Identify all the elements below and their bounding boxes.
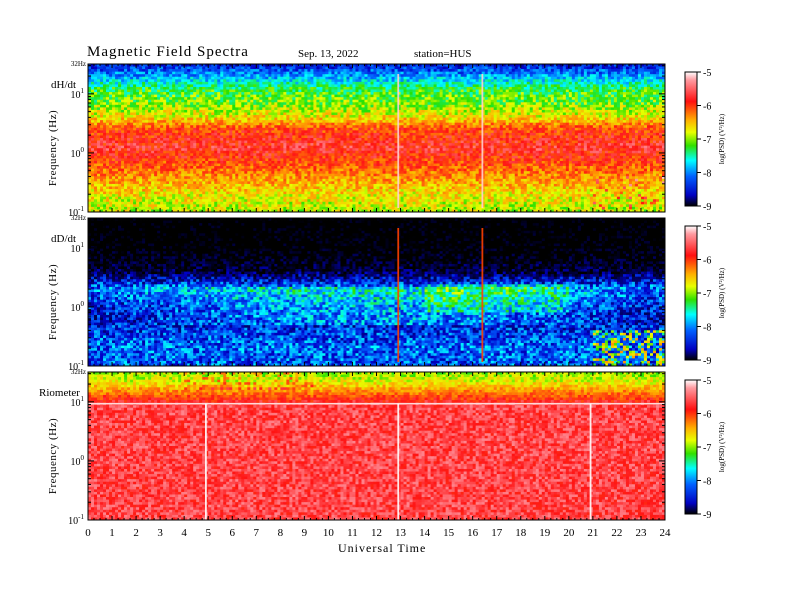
x-tick-labels: 0 1 2 3 4 5 6 7 8 9 10 11 12 13 14 15 16 17 18 19 20 21 22 23 24 — [85, 527, 671, 539]
x-tick-label: 16 — [467, 527, 479, 539]
x-tick-label: 24 — [660, 527, 672, 539]
y-axis-label: Frequency (Hz) — [47, 110, 59, 186]
x-tick-label: 18 — [515, 527, 527, 539]
y-tick-label: 100 — [71, 300, 85, 314]
spike-line — [397, 228, 399, 362]
heatmap-cells — [88, 218, 665, 366]
colorbar-label: log(PSD) (V²/Hz) — [718, 421, 726, 472]
spike-line — [397, 74, 399, 208]
colorbar-label: log(PSD) (V²/Hz) — [718, 113, 726, 164]
x-tick-label: 7 — [254, 527, 260, 539]
x-tick-label: 5 — [205, 527, 211, 539]
top-frequency-label: 32Hz — [71, 368, 86, 376]
x-tick-label: 11 — [347, 527, 358, 539]
panel-label: Riometer — [39, 387, 80, 399]
colorbar-tick-label: -5 — [703, 222, 711, 233]
y-tick-label: 10-1 — [68, 513, 84, 527]
colorbar — [685, 72, 697, 206]
x-tick-label: 14 — [419, 527, 431, 539]
colorbar-label: log(PSD) (V²/Hz) — [718, 267, 726, 318]
x-tick-label: 17 — [491, 527, 503, 539]
spike-line — [590, 404, 592, 520]
x-tick-label: 23 — [635, 527, 647, 539]
colorbar-tick-label: -5 — [703, 376, 711, 387]
x-tick-label: 0 — [85, 527, 91, 539]
colorbar-tick-label: -8 — [703, 323, 711, 334]
x-tick-label: 3 — [157, 527, 163, 539]
colorbar-tick-label: -7 — [703, 135, 711, 146]
colorbar-tick-label: -6 — [703, 410, 711, 421]
panel-label: dD/dt — [51, 233, 76, 245]
y-axis-label: Frequency (Hz) — [47, 418, 59, 494]
spike-line — [205, 404, 207, 520]
colorbar-tick-label: -9 — [703, 356, 711, 367]
spike-line — [481, 228, 483, 362]
spike-line — [481, 74, 483, 208]
colorbar-tick-label: -5 — [703, 68, 711, 79]
y-axis-label: Frequency (Hz) — [47, 264, 59, 340]
colorbar-tick-label: -7 — [703, 443, 711, 454]
x-tick-label: 19 — [539, 527, 551, 539]
x-tick-label: 9 — [302, 527, 308, 539]
heatmap-cells — [88, 64, 665, 212]
spike-line — [397, 404, 399, 520]
x-tick-label: 2 — [133, 527, 139, 539]
colorbar-tick-label: -9 — [703, 510, 711, 521]
y-tick-label: 100 — [71, 454, 85, 468]
top-frequency-label: 32Hz — [71, 60, 86, 68]
colorbar-tick-label: -8 — [703, 169, 711, 180]
colorbar-tick-label: -7 — [703, 289, 711, 300]
x-tick-label: 12 — [371, 527, 382, 539]
x-tick-label: 6 — [230, 527, 236, 539]
colorbar-tick-label: -9 — [703, 202, 711, 213]
x-tick-label: 1 — [109, 527, 115, 539]
x-tick-label: 10 — [323, 527, 335, 539]
colorbar-tick-label: -6 — [703, 256, 711, 267]
riometer-line — [88, 403, 665, 405]
colorbar — [685, 226, 697, 360]
x-tick-label: 13 — [395, 527, 407, 539]
heatmap-cells — [88, 372, 665, 520]
x-tick-label: 21 — [587, 527, 598, 539]
top-frequency-label: 32Hz — [71, 214, 86, 222]
x-tick-label: 4 — [181, 527, 187, 539]
x-tick-label: 22 — [611, 527, 622, 539]
panel-label: dH/dt — [51, 79, 76, 91]
colorbar-tick-label: -6 — [703, 102, 711, 113]
x-tick-label: 15 — [443, 527, 455, 539]
colorbar-tick-label: -8 — [703, 477, 711, 488]
x-tick-label: 8 — [278, 527, 284, 539]
x-tick-label: 20 — [563, 527, 575, 539]
y-tick-label: 100 — [71, 146, 85, 160]
colorbar — [685, 380, 697, 514]
x-axis-label: Universal Time — [338, 541, 426, 556]
